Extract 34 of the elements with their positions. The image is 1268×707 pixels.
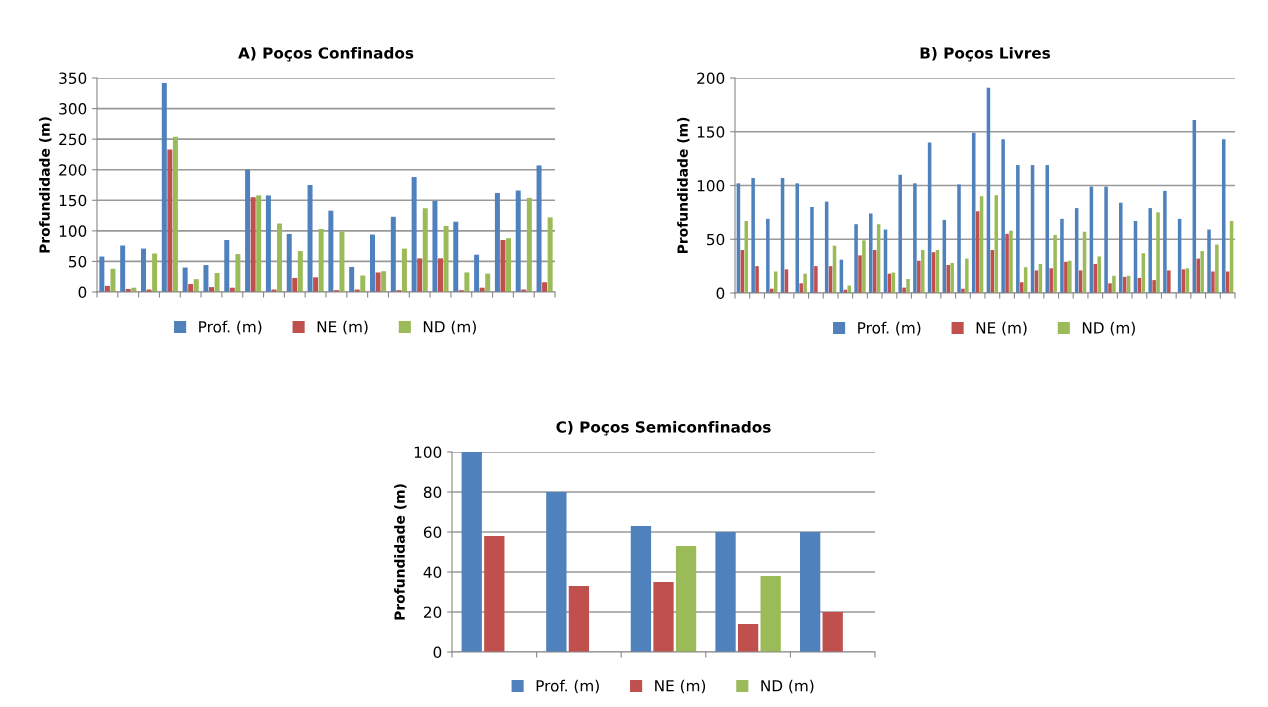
y-tick-label: 100 — [697, 179, 725, 192]
y-axis-title: Profundidade (m) — [677, 117, 690, 254]
legend-label: NE (m) — [317, 320, 368, 335]
y-axis-title: Profundidade (m) — [394, 484, 407, 620]
y-tick-label: 350 — [59, 72, 87, 85]
y-tick-label: 250 — [59, 133, 87, 146]
legend-label: Prof. (m) — [536, 679, 599, 694]
y-tick-label: 300 — [59, 103, 87, 115]
legend-label: ND (m) — [1082, 321, 1135, 336]
chart-title: C) Poços Semiconfinados — [556, 420, 771, 436]
y-tick-label: 200 — [697, 72, 725, 85]
chart-title: A) Poços Confinados — [238, 46, 414, 62]
y-tick-label: 50 — [707, 233, 725, 246]
legend-label: NE (m) — [976, 321, 1027, 336]
y-tick-label: 0 — [78, 286, 87, 299]
y-tick-label: 100 — [59, 225, 87, 237]
y-tick-label: 60 — [423, 526, 442, 539]
y-tick-label: 100 — [414, 446, 442, 459]
legend-label: Prof. (m) — [199, 320, 262, 335]
y-tick-label: 150 — [59, 194, 87, 207]
legend-label: NE (m) — [655, 679, 706, 694]
y-axis-title: Profundidade (m) — [39, 117, 52, 253]
y-tick-label: 0 — [716, 287, 725, 300]
y-tick-label: 40 — [423, 566, 442, 579]
y-tick-label: 0 — [433, 646, 442, 659]
y-tick-label: 80 — [423, 486, 442, 499]
y-tick-label: 150 — [697, 126, 725, 138]
legend-label: Prof. (m) — [858, 321, 921, 336]
y-tick-label: 50 — [69, 255, 87, 268]
legend-label: ND (m) — [761, 679, 814, 694]
legend-label: ND (m) — [423, 320, 476, 335]
chart-title: B) Poços Livres — [920, 46, 1051, 62]
y-tick-label: 200 — [59, 164, 87, 176]
y-tick-label: 20 — [423, 606, 442, 619]
